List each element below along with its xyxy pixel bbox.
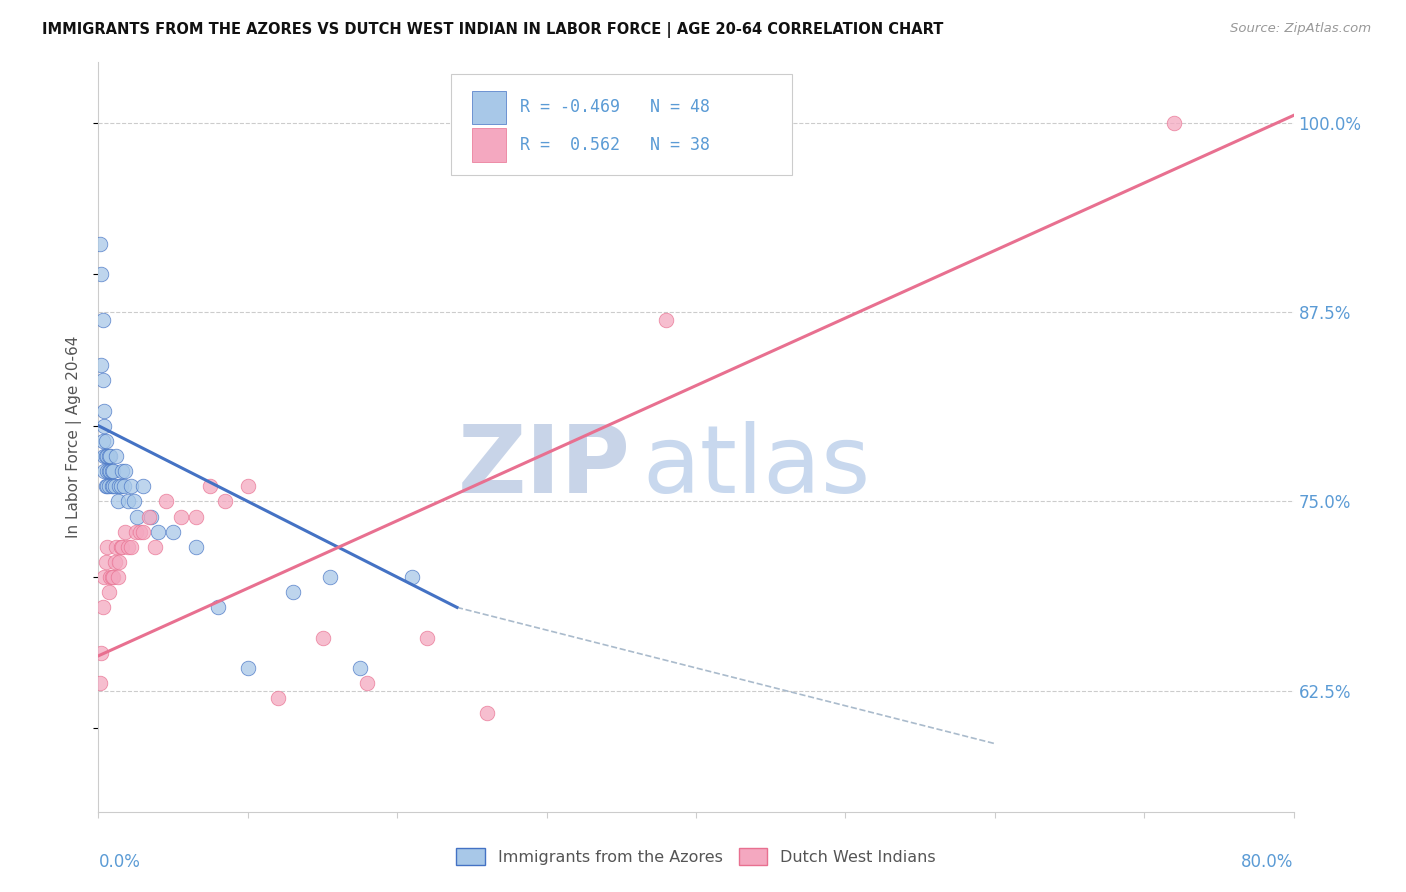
Point bbox=[111, 540, 134, 554]
Point bbox=[129, 524, 152, 539]
Point bbox=[91, 600, 114, 615]
Point bbox=[105, 540, 128, 554]
Point bbox=[184, 509, 207, 524]
Point bbox=[475, 706, 498, 721]
Point bbox=[148, 524, 170, 539]
Point bbox=[114, 524, 136, 539]
Point bbox=[111, 464, 134, 478]
Point bbox=[94, 434, 117, 448]
Point bbox=[169, 509, 191, 524]
Point bbox=[89, 237, 111, 252]
Text: atlas: atlas bbox=[643, 421, 870, 513]
Point bbox=[125, 524, 148, 539]
Point bbox=[97, 464, 120, 478]
Point bbox=[281, 585, 304, 599]
Point bbox=[401, 570, 423, 584]
Point bbox=[101, 479, 124, 493]
Point bbox=[1163, 116, 1185, 130]
Point bbox=[105, 449, 128, 463]
Point bbox=[91, 373, 114, 387]
Point bbox=[97, 585, 120, 599]
Point bbox=[139, 509, 162, 524]
Point bbox=[162, 524, 184, 539]
Point bbox=[120, 479, 142, 493]
Point bbox=[97, 479, 120, 493]
Point bbox=[117, 494, 139, 508]
Point bbox=[114, 464, 136, 478]
Legend: Immigrants from the Azores, Dutch West Indians: Immigrants from the Azores, Dutch West I… bbox=[450, 842, 942, 871]
Point bbox=[91, 434, 114, 448]
Point bbox=[96, 479, 118, 493]
Text: IMMIGRANTS FROM THE AZORES VS DUTCH WEST INDIAN IN LABOR FORCE | AGE 20-64 CORRE: IMMIGRANTS FROM THE AZORES VS DUTCH WEST… bbox=[42, 22, 943, 38]
Y-axis label: In Labor Force | Age 20-64: In Labor Force | Age 20-64 bbox=[66, 336, 83, 538]
Point bbox=[200, 479, 222, 493]
Point bbox=[349, 661, 371, 675]
Point bbox=[103, 464, 125, 478]
Point bbox=[120, 540, 142, 554]
Text: ZIP: ZIP bbox=[457, 421, 630, 513]
Text: 80.0%: 80.0% bbox=[1241, 853, 1294, 871]
Point bbox=[101, 464, 124, 478]
Point bbox=[356, 676, 378, 690]
Point bbox=[93, 570, 115, 584]
Point bbox=[108, 555, 131, 569]
Point bbox=[93, 418, 115, 433]
Point bbox=[184, 540, 207, 554]
Point bbox=[107, 494, 129, 508]
Point bbox=[90, 358, 112, 372]
Point bbox=[100, 464, 122, 478]
Point bbox=[110, 540, 132, 554]
Point bbox=[103, 570, 125, 584]
Point bbox=[100, 570, 122, 584]
Point bbox=[94, 449, 117, 463]
Point bbox=[143, 540, 166, 554]
Point bbox=[93, 449, 115, 463]
Text: Source: ZipAtlas.com: Source: ZipAtlas.com bbox=[1230, 22, 1371, 36]
Point bbox=[267, 691, 290, 706]
Point bbox=[89, 676, 111, 690]
Point bbox=[155, 494, 177, 508]
Point bbox=[416, 631, 439, 645]
Point bbox=[96, 464, 118, 478]
Text: 0.0%: 0.0% bbox=[98, 853, 141, 871]
FancyBboxPatch shape bbox=[472, 91, 506, 124]
Point bbox=[319, 570, 342, 584]
Point bbox=[104, 479, 127, 493]
Point bbox=[311, 631, 333, 645]
FancyBboxPatch shape bbox=[472, 128, 506, 161]
Point bbox=[94, 479, 117, 493]
Point bbox=[93, 464, 115, 478]
Point bbox=[655, 312, 678, 326]
Point bbox=[96, 540, 118, 554]
Point bbox=[90, 646, 112, 660]
Point bbox=[90, 268, 112, 282]
Point bbox=[107, 570, 129, 584]
Point bbox=[110, 479, 132, 493]
Point bbox=[94, 555, 117, 569]
Point bbox=[207, 600, 229, 615]
Point bbox=[101, 570, 124, 584]
Point bbox=[124, 494, 146, 508]
Text: R =  0.562   N = 38: R = 0.562 N = 38 bbox=[520, 136, 710, 153]
Point bbox=[93, 403, 115, 417]
Point bbox=[132, 479, 155, 493]
Point bbox=[96, 449, 118, 463]
Point bbox=[97, 449, 120, 463]
Text: R = -0.469   N = 48: R = -0.469 N = 48 bbox=[520, 98, 710, 116]
Point bbox=[100, 449, 122, 463]
Point bbox=[91, 312, 114, 326]
Point bbox=[236, 479, 259, 493]
Point bbox=[117, 540, 139, 554]
Point bbox=[104, 555, 127, 569]
FancyBboxPatch shape bbox=[451, 74, 792, 175]
Point bbox=[108, 479, 131, 493]
Point bbox=[132, 524, 155, 539]
Point bbox=[236, 661, 259, 675]
Point bbox=[214, 494, 236, 508]
Point bbox=[138, 509, 160, 524]
Point bbox=[112, 479, 135, 493]
Point bbox=[127, 509, 149, 524]
Point bbox=[103, 479, 125, 493]
